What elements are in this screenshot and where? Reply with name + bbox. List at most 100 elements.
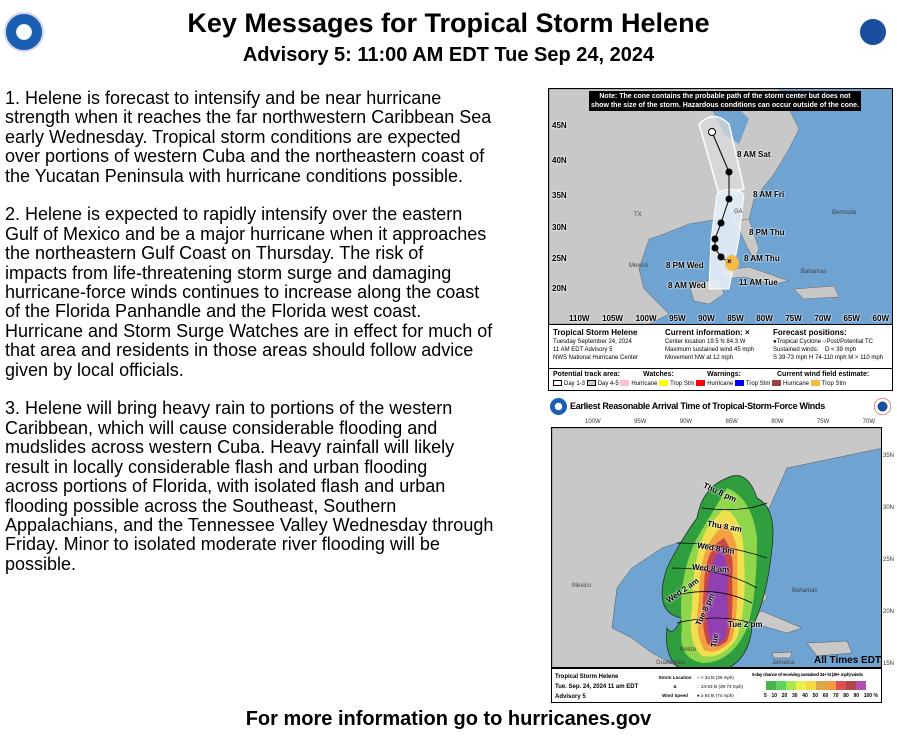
scale-swatch <box>836 681 846 690</box>
label: < 34 kt (39 mph) <box>700 675 734 680</box>
day13-swatch <box>553 380 562 387</box>
label: Hurricane <box>707 381 734 387</box>
forecast-label: 8 AM Fri <box>753 190 785 199</box>
scale-swatch <box>776 681 786 690</box>
land-north-america <box>549 89 800 324</box>
label: Trop Stm <box>670 381 695 387</box>
ptc-label: Post/Potential TC <box>826 339 873 345</box>
all-times-label: All Times EDT <box>814 655 882 666</box>
sustained-label: Sustained winds: <box>773 347 819 353</box>
arrival-title: Earliest Reasonable Arrival Time of Trop… <box>570 401 825 411</box>
noaa-logo <box>4 12 44 52</box>
key-message-3: 3. Helene will bring heavy rain to porti… <box>5 399 545 574</box>
time-label: Tue 2 pm <box>728 620 763 629</box>
place-label: Jamaica <box>772 660 795 666</box>
footer-link-text: For more information go to hurricanes.go… <box>245 708 652 730</box>
line: 1. Helene is forecast to intensify and b… <box>5 88 442 108</box>
lat-label: 40N <box>552 156 567 165</box>
hurricane-warning-swatch <box>696 380 706 387</box>
lat-label: 35N <box>883 453 895 459</box>
center-location: Center location 19.5 N 84.3 W <box>665 339 746 345</box>
lat-label: 25N <box>883 557 895 563</box>
nws-logo <box>874 398 891 415</box>
lon-label: 75W <box>785 314 802 323</box>
advisory: 11 AM EDT Advisory 5 <box>553 347 613 353</box>
line: 2. Helene is expected to rapidly intensi… <box>5 204 463 225</box>
line: possible. <box>5 553 77 574</box>
cone-graphic: × Note: The cone contains the probable p… <box>548 88 893 391</box>
track-legend: Potential track area: Watches: Warnings:… <box>549 368 892 390</box>
scale-label: 30 <box>791 693 798 699</box>
arrival-lon-labels: 100W 95W 90W 85W 80W 75W 70W <box>585 419 875 425</box>
forecast-label: 11 AM Tue <box>739 278 778 287</box>
scale-label: 40 <box>802 693 808 699</box>
label: 34-63 kt (39-73 mph) <box>700 684 743 689</box>
cone-note: Note: The cone contains the probable pat… <box>589 91 861 111</box>
day45-label: Day 4-5 <box>597 381 619 387</box>
lon-label: 110W <box>569 314 590 323</box>
nws-logo <box>853 12 893 52</box>
line: result in locally considerable flash and… <box>5 456 428 477</box>
warnings-title: Warnings: <box>707 371 741 378</box>
lon-label: 105W <box>602 314 623 323</box>
place-label: Mexico <box>629 263 649 269</box>
place-label: Bahamas <box>792 588 818 594</box>
lon-label: 85W <box>727 314 744 323</box>
current-info-title: Current information: × <box>665 328 750 337</box>
line: flooding possible across the Southeast, … <box>5 495 397 516</box>
hurricane-wind-swatch <box>772 380 781 387</box>
lon-label: 100W <box>635 314 657 323</box>
lat-label: 45N <box>552 121 567 130</box>
forecast-label: 8 AM Sat <box>737 150 771 159</box>
lat-label: 35N <box>552 191 567 200</box>
arrival-map-svg <box>552 428 881 667</box>
forecast-label: 8 PM Thu <box>749 228 785 237</box>
advisory-subtitle: Advisory 5: 11:00 AM EDT Tue Sep 24, 202… <box>242 44 655 66</box>
line: strength when it reaches the far northwe… <box>5 107 492 128</box>
label: & <box>673 684 677 689</box>
lon-label: 95W <box>634 419 647 425</box>
storm-name: Tropical Storm Helene <box>553 328 638 337</box>
line: impacts from life-threatening storm surg… <box>5 262 452 283</box>
label: Hurricane <box>783 381 810 387</box>
lon-label: 60W <box>872 314 889 323</box>
scale-swatch <box>846 681 856 690</box>
scale-label: 20 <box>781 693 788 699</box>
ts-wind-swatch <box>810 380 820 387</box>
lon-label: 90W <box>698 314 715 323</box>
noaa-logo <box>550 398 567 415</box>
scale-label: 10 <box>771 693 778 699</box>
place-label: Mexico <box>572 583 592 589</box>
lon-label: 65W <box>843 314 860 323</box>
line: of the Florida Panhandle and the Florida… <box>5 301 422 322</box>
center: NWS National Hurricane Center <box>553 355 639 361</box>
shm-label: S 39-73 mph H 74-110 mph M > 110 mph <box>773 355 884 361</box>
page-title: Key Messages for Tropical Storm Helene <box>187 8 710 38</box>
lon-label: 70W <box>814 314 831 323</box>
lon-label: 80W <box>756 314 773 323</box>
line: given by local officials. <box>5 359 184 380</box>
wind-speed-label: Wind Speed <box>662 693 688 698</box>
lat-label: 20N <box>883 609 895 615</box>
line: Appalachians, and the Tennessee Valley W… <box>5 514 494 535</box>
hollow-storm-icon: ◌ <box>697 684 700 689</box>
forecast-label: 8 PM Wed <box>666 261 704 270</box>
ts-wind-field <box>725 255 739 271</box>
date: Tue. Sep. 24, 2024 11 am EDT <box>555 684 639 690</box>
lon-label: 100W <box>585 419 601 425</box>
scale-label: 90 <box>853 693 860 699</box>
scale-swatch <box>826 681 836 690</box>
forecast-point <box>725 195 733 203</box>
forecast-point <box>711 244 719 252</box>
scale-swatch <box>786 681 796 690</box>
label: ≥ 64 kt (74 mph) <box>700 693 734 698</box>
storm-name: Tropical Storm Helene <box>555 674 619 680</box>
arrival-title-bar: Earliest Reasonable Arrival Time of Trop… <box>548 396 893 418</box>
land-hispaniola <box>806 640 853 657</box>
current-position-marker: × <box>727 257 732 266</box>
place-label: GA <box>734 209 743 215</box>
arrival-legend: Tropical Storm Helene Tue. Sep. 24, 2024… <box>551 668 882 703</box>
cone-map: × <box>549 89 892 324</box>
movement: Movement NW at 12 mph <box>665 355 734 361</box>
key-message-1: 1. Helene is forecast to intensify and b… <box>5 88 545 186</box>
